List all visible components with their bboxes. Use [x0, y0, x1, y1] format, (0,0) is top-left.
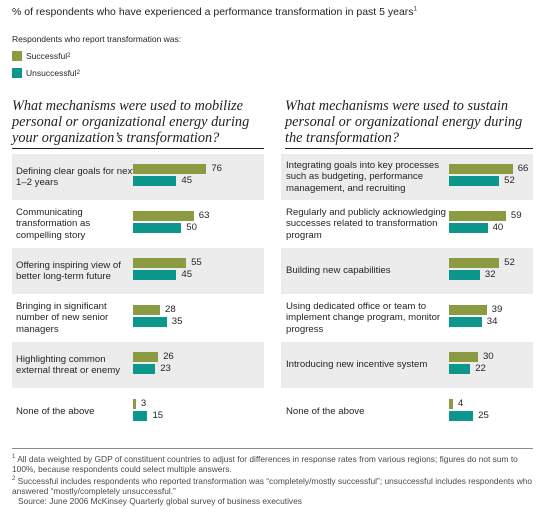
page-title: % of respondents who have experienced a …: [12, 6, 417, 18]
footnote-1: 1 All data weighted by GDP of constituen…: [12, 452, 533, 475]
bar-value-label: 3: [140, 398, 147, 409]
bar-value-label: 39: [491, 304, 503, 315]
bar-unsuccessful: [133, 176, 177, 186]
legend-item-successful: Successful 2: [12, 51, 70, 61]
bar-successful: [449, 258, 500, 268]
footnote-2-text: Successful includes respondents who repo…: [12, 475, 533, 497]
bar-value-label: 28: [165, 304, 176, 315]
sustain-title-rule: [285, 148, 533, 149]
category-label: Offering inspiring view of better long-t…: [16, 259, 121, 283]
category-label: None of the above: [286, 406, 365, 417]
bar-successful: [449, 164, 513, 174]
footnote-2: 2 Successful includes respondents who re…: [12, 474, 533, 497]
bar-value-label: 45: [181, 269, 193, 280]
source-note-text: Source: June 2006 McKinsey Quarterly glo…: [18, 496, 302, 506]
bar-value-label: 66: [517, 163, 529, 174]
bar-value-label: 55: [191, 257, 202, 268]
bar-unsuccessful: [133, 364, 156, 374]
bar-value-label: 22: [475, 363, 486, 374]
bar-value-label: 30: [482, 351, 494, 362]
bar-successful: [449, 399, 453, 409]
category-label: Communicating transformation as compelli…: [16, 206, 91, 241]
bar-unsuccessful: [133, 270, 177, 280]
bar-value-label: 34: [486, 316, 498, 327]
bar-unsuccessful: [133, 223, 182, 233]
row-background: [281, 248, 533, 294]
legend-swatch-successful: [12, 51, 22, 61]
bar-unsuccessful: [449, 223, 488, 233]
bar-successful: [133, 258, 187, 268]
bar-value-label: 40: [492, 222, 504, 233]
bar-value-label: 26: [163, 351, 174, 362]
legend-heading: Respondents who report transformation wa…: [12, 34, 182, 44]
footnote-mark: 1: [413, 6, 417, 13]
bar-value-label: 45: [181, 175, 193, 186]
bar-value-label: 32: [484, 269, 496, 280]
category-label: Bringing in significant number of new se…: [16, 300, 109, 335]
bar-unsuccessful: [449, 364, 471, 374]
bar-value-label: 25: [478, 410, 489, 421]
mobilize-question-title: What mechanisms were used to mobilize pe…: [12, 98, 250, 146]
category-label: Introducing new incentive system: [286, 359, 428, 370]
sustain-question-title: What mechanisms were used to sustain per…: [285, 98, 523, 146]
bar-value-label: 59: [510, 210, 522, 221]
bar-value-label: 63: [198, 210, 210, 221]
footnote-1-text: All data weighted by GDP of constituent …: [12, 453, 518, 475]
bar-value-label: 35: [171, 316, 183, 327]
bar-successful: [133, 399, 136, 409]
category-label: Highlighting common external threat or e…: [16, 353, 120, 377]
footnote-mark: 2: [12, 476, 16, 482]
category-label: Integrating goals into key processes suc…: [286, 159, 440, 194]
bar-successful: [449, 305, 487, 315]
bar-value-label: 50: [186, 222, 197, 233]
category-label: None of the above: [16, 406, 95, 417]
legend-label-successful: Successful: [26, 51, 68, 61]
bar-unsuccessful: [133, 317, 167, 327]
category-label: Regularly and publicly acknowledging suc…: [286, 206, 446, 241]
bar-successful: [133, 211, 194, 221]
bar-successful: [449, 211, 506, 221]
bar-value-label: 4: [457, 398, 464, 409]
legend-item-unsuccessful: Unsuccessful 2: [12, 68, 80, 78]
bar-successful: [133, 305, 161, 315]
mobilize-title-rule: [12, 148, 264, 149]
footnote-mark: 2: [76, 70, 80, 76]
source-note: Source: June 2006 McKinsey Quarterly glo…: [12, 496, 533, 507]
category-label: Defining clear goals for next 1–2 years: [16, 165, 135, 189]
bar-unsuccessful: [449, 317, 482, 327]
bar-successful: [133, 352, 159, 362]
legend-label-unsuccessful: Unsuccessful: [26, 68, 77, 78]
page-title-text: % of respondents who have experienced a …: [12, 6, 414, 18]
row-background: [281, 342, 533, 388]
legend-swatch-unsuccessful: [12, 68, 22, 78]
bar-value-label: 52: [504, 175, 515, 186]
footnote-mark: 1: [12, 454, 16, 460]
bar-value-label: 52: [504, 257, 515, 268]
bar-value-label: 15: [152, 410, 164, 421]
bar-unsuccessful: [449, 411, 474, 421]
bar-successful: [449, 352, 478, 362]
category-label: Building new capabilities: [286, 265, 391, 276]
bar-unsuccessful: [133, 411, 148, 421]
bar-unsuccessful: [449, 176, 500, 186]
bar-unsuccessful: [449, 270, 480, 280]
category-label: Using dedicated office or team to implem…: [286, 300, 441, 335]
footnote-mark: 2: [67, 53, 71, 59]
bar-successful: [133, 164, 207, 174]
bar-value-label: 76: [211, 163, 222, 174]
bar-value-label: 23: [160, 363, 171, 374]
footnote-divider: [12, 448, 533, 449]
